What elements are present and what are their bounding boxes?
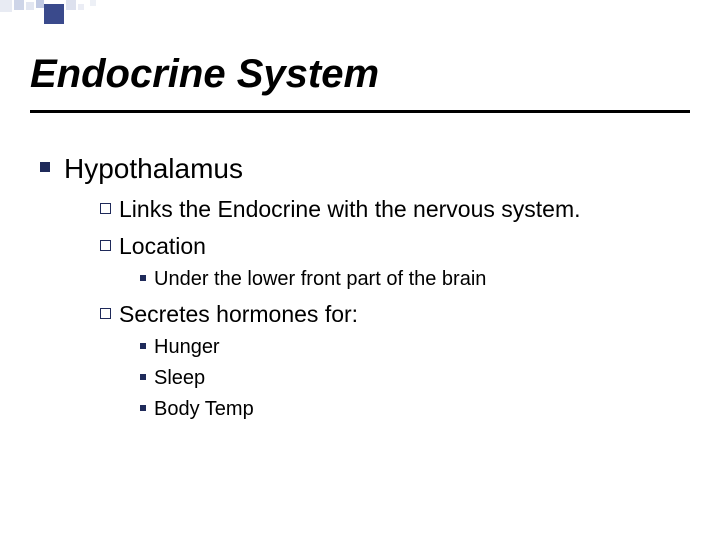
bullet-l2: Secretes hormones for: xyxy=(100,299,690,330)
title-underline xyxy=(30,110,690,113)
bullet-l3: Body Temp xyxy=(140,396,690,423)
l2-text: Location xyxy=(119,231,206,262)
l3-text: Hunger xyxy=(154,334,220,361)
square-bullet-small-icon xyxy=(140,405,146,411)
square-bullet-small-icon xyxy=(140,343,146,349)
bullet-l2: Links the Endocrine with the nervous sys… xyxy=(100,194,690,225)
l2-text: Links the Endocrine with the nervous sys… xyxy=(119,194,581,225)
l3-text: Under the lower front part of the brain xyxy=(154,266,486,293)
bullet-l2: Location xyxy=(100,231,690,262)
l1-text: Hypothalamus xyxy=(64,150,243,188)
square-bullet-small-icon xyxy=(140,374,146,380)
l3-text: Sleep xyxy=(154,365,205,392)
l2-text: Secretes hormones for: xyxy=(119,299,358,330)
bullet-l3: Under the lower front part of the brain xyxy=(140,266,690,293)
square-bullet-small-icon xyxy=(140,275,146,281)
slide-body: Hypothalamus Links the Endocrine with th… xyxy=(40,150,690,423)
square-outline-bullet-icon xyxy=(100,308,111,319)
square-bullet-icon xyxy=(40,162,50,172)
slide-title: Endocrine System xyxy=(30,52,379,97)
bullet-l3: Hunger xyxy=(140,334,690,361)
bullet-l1: Hypothalamus xyxy=(40,150,690,188)
l3-text: Body Temp xyxy=(154,396,254,423)
square-outline-bullet-icon xyxy=(100,203,111,214)
square-outline-bullet-icon xyxy=(100,240,111,251)
bullet-l3: Sleep xyxy=(140,365,690,392)
corner-decoration xyxy=(0,0,200,24)
